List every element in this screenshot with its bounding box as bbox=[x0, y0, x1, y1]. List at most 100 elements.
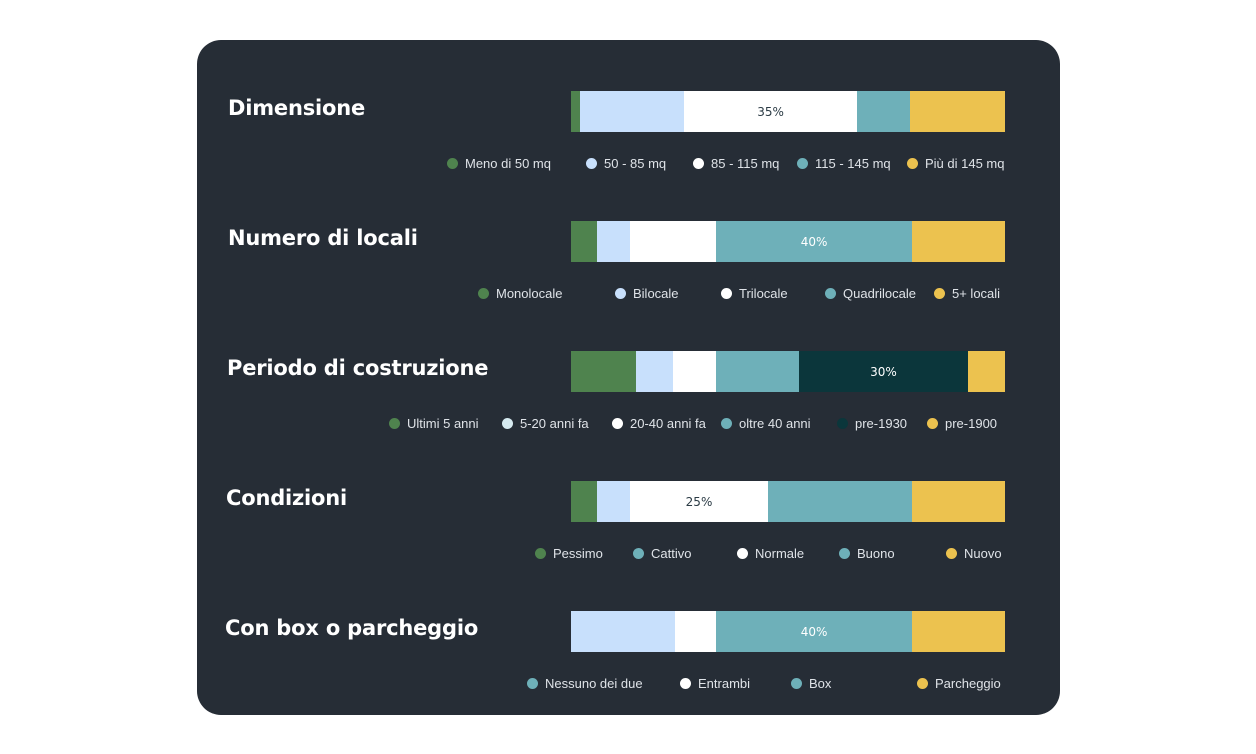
legend-dot-icon bbox=[633, 548, 644, 559]
bar-segment bbox=[571, 481, 598, 522]
legend-label: pre-1900 bbox=[945, 416, 998, 431]
bar-segment: 30% bbox=[798, 351, 969, 392]
legend-label: Nessuno dei due bbox=[545, 676, 643, 691]
legend-item: Parcheggio bbox=[917, 676, 1001, 691]
legend-label: Meno di 50 mq bbox=[465, 156, 551, 171]
bar-segment bbox=[968, 351, 1005, 392]
legend-label: Più di 145 mq bbox=[925, 156, 1005, 171]
legend-dot-icon bbox=[791, 678, 802, 689]
legend-label: Bilocale bbox=[633, 286, 679, 301]
legend-item: pre-1930 bbox=[837, 416, 907, 431]
segment-value-label: 40% bbox=[800, 234, 828, 249]
legend-item: Pessimo bbox=[535, 546, 603, 561]
bar-segment bbox=[675, 611, 717, 652]
bar-segment: 40% bbox=[716, 611, 912, 652]
legend-item: Trilocale bbox=[721, 286, 788, 301]
bar-dimensione: 35% bbox=[571, 91, 1005, 132]
legend-item: Ultimi 5 anni bbox=[389, 416, 479, 431]
legend-label: pre-1930 bbox=[855, 416, 908, 431]
legend-label: Monolocale bbox=[496, 286, 563, 301]
bar-segment bbox=[716, 351, 799, 392]
legend-label: Quadrilocale bbox=[843, 286, 916, 301]
legend-dot-icon bbox=[737, 548, 748, 559]
legend-label: Pessimo bbox=[553, 546, 603, 561]
legend-item: Normale bbox=[737, 546, 804, 561]
legend-dot-icon bbox=[839, 548, 850, 559]
legend-label: Buono bbox=[857, 546, 895, 561]
bar-segment: 35% bbox=[683, 91, 858, 132]
bar-segment bbox=[768, 481, 912, 522]
bar-segment bbox=[909, 91, 1005, 132]
legend-item: oltre 40 anni bbox=[721, 416, 811, 431]
legend-item: Bilocale bbox=[615, 286, 679, 301]
legend-item: Più di 145 mq bbox=[907, 156, 1005, 171]
bar-segment bbox=[636, 351, 673, 392]
bar-segment bbox=[571, 611, 676, 652]
segment-value-label: 30% bbox=[870, 364, 897, 379]
bar-segment bbox=[597, 481, 630, 522]
legend-label: 5-20 anni fa bbox=[520, 416, 589, 431]
bar-segment bbox=[911, 481, 1005, 522]
row-title-condizioni: Condizioni bbox=[226, 486, 348, 510]
bar-numero-locali: 40% bbox=[571, 221, 1005, 262]
legend-dot-icon bbox=[946, 548, 957, 559]
legend-dot-icon bbox=[527, 678, 538, 689]
row-title-box-parcheggio: Con box o parcheggio bbox=[225, 616, 479, 640]
legend-item: Buono bbox=[839, 546, 895, 561]
legend-label: 85 - 115 mq bbox=[711, 156, 780, 171]
legend-label: Box bbox=[809, 676, 832, 691]
legend-item: Monolocale bbox=[478, 286, 563, 301]
row-title-dimensione: Dimensione bbox=[228, 96, 366, 120]
legend-label: Cattivo bbox=[651, 546, 692, 561]
legend-label: 50 - 85 mq bbox=[604, 156, 667, 171]
legend-item: Cattivo bbox=[633, 546, 691, 561]
legend-dot-icon bbox=[825, 288, 836, 299]
legend-item: 50 - 85 mq bbox=[586, 156, 666, 171]
legend-dot-icon bbox=[927, 418, 938, 429]
legend-item: Meno di 50 mq bbox=[447, 156, 551, 171]
bar-segment bbox=[911, 611, 1005, 652]
legend-item: 115 - 145 mq bbox=[797, 156, 891, 171]
legend-label: Normale bbox=[755, 546, 805, 561]
legend-label: oltre 40 anni bbox=[739, 416, 811, 431]
bar-segment bbox=[672, 351, 717, 392]
legend-item: 20-40 anni fa bbox=[612, 416, 706, 431]
legend-dot-icon bbox=[447, 158, 458, 169]
bar-segment bbox=[571, 221, 598, 262]
legend-dot-icon bbox=[693, 158, 704, 169]
legend-item: Quadrilocale bbox=[825, 286, 916, 301]
legend-dot-icon bbox=[680, 678, 691, 689]
row-title-periodo-costruzione: Periodo di costruzione bbox=[227, 356, 489, 380]
bar-segment bbox=[579, 91, 684, 132]
legend-item: Nessuno dei due bbox=[527, 676, 643, 691]
bar-segment: 40% bbox=[716, 221, 912, 262]
legend-label: 5+ locali bbox=[952, 286, 1001, 301]
legend-dot-icon bbox=[797, 158, 808, 169]
segment-value-label: 35% bbox=[757, 104, 784, 119]
legend-dot-icon bbox=[934, 288, 945, 299]
bar-box-parcheggio: 40% bbox=[571, 611, 1005, 652]
legend-dot-icon bbox=[721, 288, 732, 299]
segment-value-label: 40% bbox=[800, 624, 828, 639]
bar-segment bbox=[629, 221, 717, 262]
bar-segment bbox=[571, 351, 637, 392]
bar-segment bbox=[571, 91, 580, 132]
legend-label: Parcheggio bbox=[935, 676, 1001, 691]
legend-dot-icon bbox=[615, 288, 626, 299]
bar-segment bbox=[911, 221, 1005, 262]
legend-item: 5+ locali bbox=[934, 286, 1000, 301]
legend-item: pre-1900 bbox=[927, 416, 997, 431]
bar-segment bbox=[857, 91, 910, 132]
legend-dot-icon bbox=[612, 418, 623, 429]
legend-label: Trilocale bbox=[739, 286, 788, 301]
legend-item: 5-20 anni fa bbox=[502, 416, 589, 431]
bar-segment bbox=[597, 221, 630, 262]
legend-dot-icon bbox=[917, 678, 928, 689]
legend-label: 20-40 anni fa bbox=[630, 416, 706, 431]
legend-dot-icon bbox=[478, 288, 489, 299]
bar-periodo-costruzione: 30% bbox=[571, 351, 1005, 392]
bar-condizioni: 25% bbox=[571, 481, 1005, 522]
segment-value-label: 25% bbox=[685, 494, 713, 509]
row-title-numero-locali: Numero di locali bbox=[228, 226, 418, 250]
legend-label: 115 - 145 mq bbox=[815, 156, 891, 171]
